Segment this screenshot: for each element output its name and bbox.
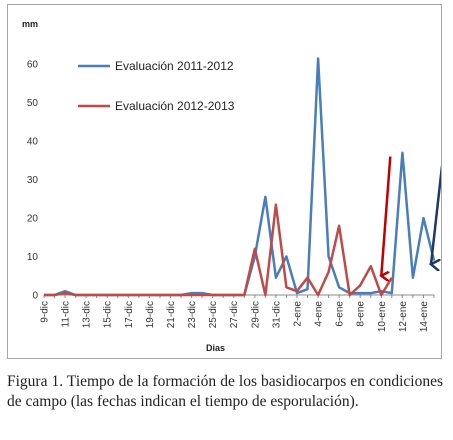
y-tick-label: 10 (27, 252, 39, 263)
x-tick-label: 6-ene (335, 301, 346, 327)
x-tick-label: 12-ene (398, 301, 409, 333)
x-axis-title: Dias (206, 343, 225, 353)
x-tick-label: 19-dic (145, 301, 156, 328)
x-tick-label: 23-dic (187, 301, 198, 328)
x-tick-label: 31-dic (271, 301, 282, 328)
y-unit-label: mm (22, 19, 38, 29)
x-tick-label: 29-dic (250, 301, 261, 328)
legend: Evaluación 2011-2012 Evaluación 2012-201… (78, 59, 235, 113)
x-tick-label: 14-ene (419, 301, 430, 333)
x-tick-label: 21-dic (166, 301, 177, 328)
y-tick-label: 30 (27, 175, 39, 186)
y-tick-label: 50 (27, 98, 39, 109)
series-line-2 (44, 203, 393, 297)
y-tick-label: 60 (27, 60, 39, 71)
x-tick-label: 9-dic (40, 301, 51, 323)
x-tick-label: 17-dic (124, 301, 135, 328)
y-tick-label: 40 (27, 137, 39, 148)
x-tick-label: 11-dic (61, 301, 72, 328)
x-tick-label: 13-dic (82, 301, 93, 328)
chart-frame: mm 0 10 20 30 40 50 60 9-dic 11-dic 13-dic 15-dic… (7, 4, 442, 359)
series-line-1 (44, 57, 436, 297)
x-tick-label: 10-ene (377, 301, 388, 333)
x-tick-label: 15-dic (103, 301, 114, 328)
annotation-arrow-2 (431, 166, 441, 264)
figure-caption: Figura 1. Tiempo de la formación de los … (7, 373, 443, 410)
x-tick-label: 4-ene (314, 301, 325, 327)
x-tick-label: 8-ene (356, 301, 367, 327)
annotation-arrow-1 (381, 156, 392, 276)
x-tick-label: 27-dic (229, 301, 240, 328)
x-tick-label: 25-dic (208, 301, 219, 328)
legend-label-series-2: Evaluación 2012-2013 (115, 99, 235, 113)
y-tick-label: 0 (32, 291, 38, 302)
y-tick-label: 20 (27, 214, 39, 225)
legend-label-series-1: Evaluación 2011-2012 (115, 59, 234, 73)
line-chart: mm 0 10 20 30 40 50 60 9-dic 11-dic 13-dic 15-dic… (22, 19, 441, 353)
x-tick-label: 2-ene (292, 301, 303, 327)
